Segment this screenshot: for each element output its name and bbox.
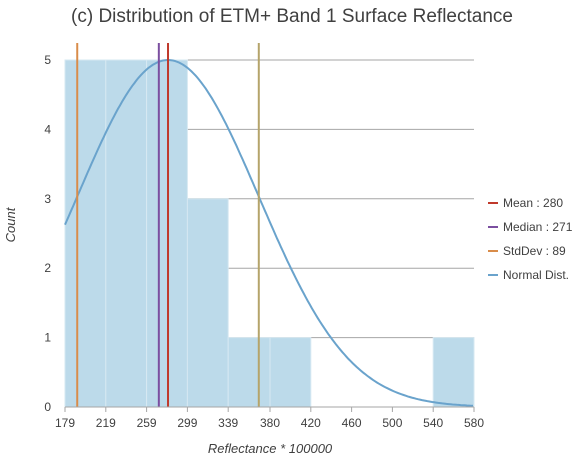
x-tick-label-540: 540 (423, 416, 443, 430)
legend-mean-label: Mean : 280 (503, 196, 563, 210)
y-tick-label-3: 3 (44, 192, 51, 206)
x-tick-label-380: 380 (260, 416, 280, 430)
y-tick-label-5: 5 (44, 53, 51, 67)
legend-median-label: Median : 271 (503, 220, 573, 234)
y-axis-label: Count (3, 206, 18, 242)
histogram-bars (64, 59, 475, 408)
x-tick-label-259: 259 (137, 416, 157, 430)
x-tick-label-339: 339 (218, 416, 238, 430)
histogram-bar-9 (432, 337, 475, 408)
reference-lines (76, 43, 260, 407)
histogram-bar-0 (64, 59, 107, 408)
y-tick-label-2: 2 (44, 261, 51, 275)
x-tick-label-420: 420 (301, 416, 321, 430)
x-tick-label-500: 500 (382, 416, 402, 430)
normal-curve-layer (64, 59, 474, 407)
normal-dist-curve (64, 59, 474, 407)
y-tick-label-0: 0 (44, 400, 51, 414)
y-tick-label-4: 4 (44, 122, 51, 136)
x-tick-label-580: 580 (464, 416, 484, 430)
histogram-bar-3 (186, 198, 229, 408)
histogram-bar-5 (269, 337, 312, 408)
x-tick-label-460: 460 (342, 416, 362, 430)
axes: 0 1 2 3 4 5 179 219 259 299 339 380 420 460 500 540 580 (44, 53, 484, 430)
chart-title: (c) Distribution of ETM+ Band 1 Surface … (71, 6, 513, 27)
legend: Mean : 280 Median : 271 StdDev : 89 Normal … (488, 196, 573, 282)
x-tick-label-179: 179 (55, 416, 75, 430)
histogram-bar-1 (105, 59, 148, 408)
legend-stddev-label: StdDev : 89 (503, 244, 566, 258)
histogram-bar-4 (227, 337, 271, 408)
x-tick-label-299: 299 (177, 416, 197, 430)
x-axis-label: Reflectance * 100000 (208, 441, 333, 456)
legend-normal-dist-label: Normal Dist. (503, 268, 569, 282)
histogram-bar-2 (146, 59, 188, 408)
x-tick-label-219: 219 (96, 416, 116, 430)
y-tick-label-1: 1 (44, 331, 51, 345)
